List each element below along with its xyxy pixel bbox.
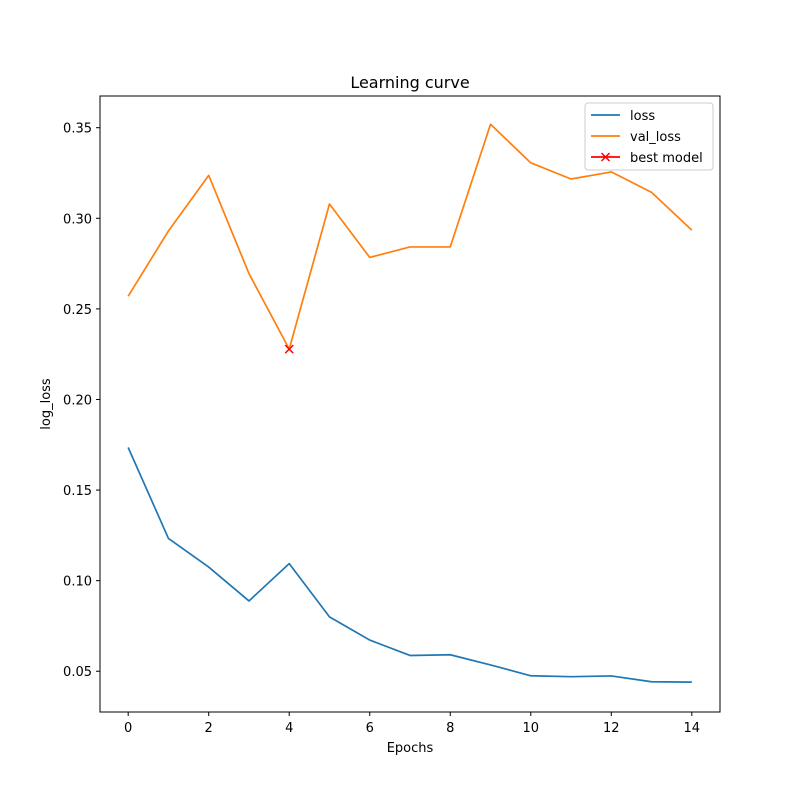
legend-label: best model [630,151,703,166]
y-tick-label: 0.35 [63,122,92,137]
x-axis: 0 2 4 6 8 10 12 14 [124,712,700,736]
y-tick-label: 0.05 [63,665,92,680]
y-tick-label: 0.30 [63,212,92,227]
legend-item: val_loss [591,130,681,145]
legend-item: best model [591,151,703,166]
series-line-loss [127,447,692,683]
x-tick-label: 12 [603,721,620,736]
legend-label: val_loss [630,130,681,145]
y-tick-label: 0.25 [63,303,92,318]
y-axis: 0.05 0.10 0.15 0.20 0.25 0.30 0.35 [63,122,100,680]
y-axis-label: log_loss [39,378,54,430]
y-tick-label: 0.15 [63,484,92,499]
x-tick-label: 6 [366,721,374,736]
legend-box [584,102,714,171]
x-tick-label: 0 [124,721,132,736]
chart-title: Learning curve [350,73,469,92]
x-axis-label: Epochs [387,741,434,756]
series-line-val-loss [127,123,693,350]
legend-label: loss [630,109,655,124]
y-tick-label: 0.20 [63,393,92,408]
best-model-marker [284,344,294,354]
plot-frame [99,95,721,713]
plot-lines [127,123,693,683]
x-tick-label: 2 [205,721,213,736]
x-tick-label: 14 [684,721,701,736]
x-tick-label: 10 [523,721,540,736]
x-tick-label: 4 [285,721,293,736]
x-tick-label: 8 [446,721,454,736]
y-tick-label: 0.10 [63,575,92,590]
legend-item: loss [591,109,655,124]
